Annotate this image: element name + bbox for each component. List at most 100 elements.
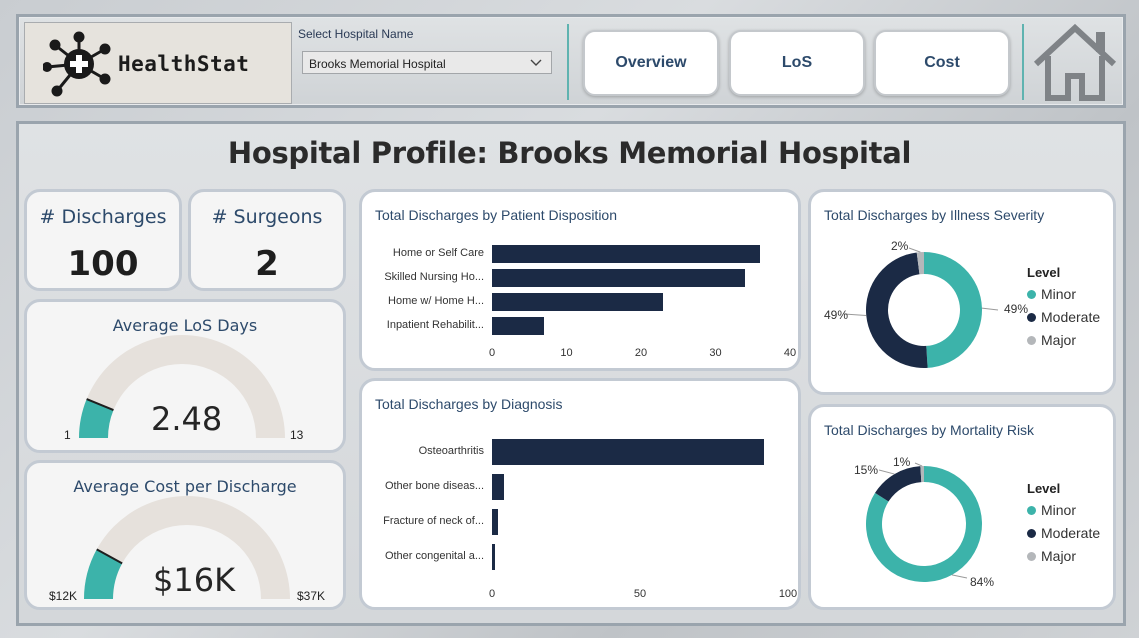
mortality-chart-card: Total Discharges by Mortality Risk 84% 15… <box>808 404 1116 610</box>
donut-slice[interactable] <box>916 252 924 275</box>
cost-gauge-needle <box>96 548 123 565</box>
diagnosis-chart-title: Total Discharges by Diagnosis <box>375 396 563 412</box>
legend-label: Minor <box>1041 502 1077 518</box>
cost-gauge-card: Average Cost per Discharge $16K $12K $37… <box>24 460 346 610</box>
surgeons-card: # Surgeons 2 <box>188 189 346 291</box>
bar-category-label: Inpatient Rehabilit... <box>386 319 484 331</box>
los-button[interactable]: LoS <box>729 30 865 96</box>
bar-category-label: Other congenital a... <box>384 550 484 562</box>
bar[interactable] <box>492 245 761 263</box>
minor-dot-icon <box>1027 289 1036 299</box>
bar-category-label: Fracture of neck of... <box>383 515 484 527</box>
cost-gauge-min: $12K <box>49 589 78 603</box>
bar[interactable] <box>492 509 498 535</box>
axis-tick-label: 0 <box>488 347 496 359</box>
cost-gauge <box>84 496 290 599</box>
severity-chart-card: Total Discharges by Illness Severity 49%… <box>808 189 1116 395</box>
moderate-dot-icon <box>1027 312 1036 322</box>
severity-donut-chart: 49% 49% 2% <box>824 239 1028 368</box>
legend-label: Major <box>1041 332 1077 348</box>
donut-value-label: 15% <box>854 463 878 477</box>
bar-category-label: Skilled Nursing Ho... <box>384 271 484 283</box>
los-gauge-card: Average LoS Days 2.48 1 13 <box>24 299 346 453</box>
axis-tick-label: 50 <box>633 588 647 600</box>
donut-value-label: 49% <box>824 308 848 322</box>
mortality-legend-minor[interactable]: Minor <box>1027 502 1100 518</box>
donut-slice[interactable] <box>924 252 982 368</box>
los-gauge-track <box>79 335 285 438</box>
bar[interactable] <box>492 439 765 465</box>
bar[interactable] <box>492 293 664 311</box>
legend-label: Moderate <box>1041 309 1101 325</box>
bar-category-label: Osteoarthritis <box>418 445 484 457</box>
discharges-value: 100 <box>67 244 139 284</box>
donut-leader-line <box>878 469 895 475</box>
axis-tick-label: 0 <box>488 588 496 600</box>
mortality-chart-title: Total Discharges by Mortality Risk <box>824 422 1035 438</box>
major-dot-icon <box>1027 551 1036 561</box>
legend-label: Major <box>1041 548 1077 564</box>
los-gauge <box>79 335 285 438</box>
donut-leader-line <box>843 313 867 316</box>
donut-value-label: 84% <box>970 575 994 589</box>
mortality-donut-chart: 84% 15% 1% <box>854 455 994 589</box>
page-title: Hospital Profile: Brooks Memorial Hospit… <box>227 136 912 170</box>
legend-label: Minor <box>1041 286 1077 302</box>
major-dot-icon <box>1027 335 1036 345</box>
cost-button[interactable]: Cost <box>874 30 1010 96</box>
donut-value-label: 49% <box>1004 302 1028 316</box>
bar[interactable] <box>492 269 746 287</box>
mortality-legend-moderate[interactable]: Moderate <box>1027 525 1100 541</box>
donut-leader-line <box>951 574 968 579</box>
axis-tick-label: 30 <box>709 347 722 359</box>
header-divider-right <box>1022 24 1024 100</box>
severity-legend-minor[interactable]: Minor <box>1027 286 1100 302</box>
severity-chart-title: Total Discharges by Illness Severity <box>824 207 1045 223</box>
axis-tick-label: 10 <box>560 347 573 359</box>
donut-slice[interactable] <box>875 466 922 502</box>
axis-tick-label: 40 <box>783 347 797 359</box>
bar-category-label: Home w/ Home H... <box>388 295 484 307</box>
hospital-select[interactable]: Brooks Memorial Hospital <box>302 51 552 74</box>
mortality-legend-major[interactable]: Major <box>1027 548 1100 564</box>
discharges-label: # Discharges <box>39 206 167 228</box>
cost-gauge-title: Average Cost per Discharge <box>73 477 297 496</box>
bar[interactable] <box>492 474 504 500</box>
los-gauge-needle <box>86 398 114 411</box>
los-gauge-title: Average LoS Days <box>112 316 258 335</box>
donut-slice[interactable] <box>866 252 928 368</box>
los-gauge-fill <box>79 399 114 438</box>
cost-gauge-track <box>84 496 290 599</box>
donut-slice[interactable] <box>920 466 924 483</box>
diagnosis-chart-card: Total Discharges by Diagnosis Osteoarthr… <box>359 378 801 610</box>
bar-category-label: Other bone diseas... <box>384 480 484 492</box>
header-divider <box>567 24 569 100</box>
severity-legend-title: Level <box>1027 265 1061 280</box>
disposition-chart-card: Total Discharges by Patient Disposition … <box>359 189 801 371</box>
severity-legend: Level Minor Moderate Major <box>1027 265 1100 348</box>
overview-button[interactable]: Overview <box>583 30 719 96</box>
chevron-down-icon <box>530 59 542 66</box>
logo-text: HealthStat <box>118 52 250 76</box>
donut-leader-line <box>908 247 921 253</box>
mortality-legend: Level Minor Moderate Major <box>1027 481 1100 564</box>
bar-category-label: Home or Self Care <box>392 247 484 259</box>
severity-legend-moderate[interactable]: Moderate <box>1027 309 1100 325</box>
bar[interactable] <box>492 317 545 335</box>
cost-gauge-fill <box>84 549 123 599</box>
axis-tick-label: 20 <box>634 347 648 359</box>
bar[interactable] <box>492 544 495 570</box>
healthstat-logo-icon <box>43 31 111 97</box>
axis-tick-label: 100 <box>778 588 798 600</box>
surgeons-label: # Surgeons <box>211 206 323 228</box>
severity-legend-major[interactable]: Major <box>1027 332 1100 348</box>
los-gauge-value: 2.48 <box>151 400 223 438</box>
minor-dot-icon <box>1027 505 1036 515</box>
home-icon[interactable] <box>1030 22 1120 102</box>
legend-label: Moderate <box>1041 525 1101 541</box>
donut-value-label: 2% <box>891 239 909 253</box>
donut-leader-line <box>981 307 999 311</box>
mortality-legend-title: Level <box>1027 481 1061 496</box>
moderate-dot-icon <box>1027 528 1036 538</box>
donut-leader-line <box>914 462 923 467</box>
